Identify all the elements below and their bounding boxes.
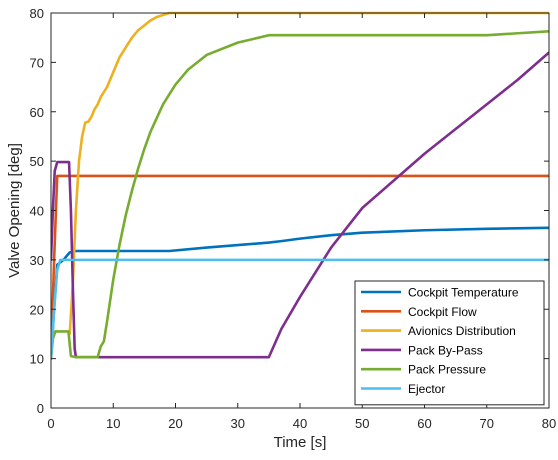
y-tick-label: 50 [30, 154, 44, 169]
x-tick-label: 50 [355, 416, 369, 431]
y-tick-label: 0 [37, 401, 44, 416]
x-tick-label: 40 [293, 416, 307, 431]
y-tick-label: 10 [30, 352, 44, 367]
legend-label: Pack Pressure [408, 363, 486, 377]
y-tick-label: 70 [30, 55, 44, 70]
x-tick-label: 10 [106, 416, 120, 431]
series-line-cockpit-flow [51, 174, 549, 360]
x-tick-label: 0 [47, 416, 54, 431]
legend-label: Avionics Distribution [408, 324, 516, 338]
x-tick-label: 80 [542, 416, 556, 431]
series-line-ejector [51, 258, 549, 360]
legend-label: Cockpit Temperature [408, 286, 519, 300]
legend-label: Pack By-Pass [408, 343, 483, 357]
x-tick-label: 60 [417, 416, 431, 431]
legend: Cockpit Temperature Cockpit Flow Avionics … [354, 280, 545, 406]
series-line-pack-by-pass [51, 51, 549, 359]
x-axis-label: Time [s] [274, 434, 327, 451]
y-tick-label: 40 [30, 204, 44, 219]
legend-label: Ejector [408, 382, 445, 396]
legend-label: Cockpit Flow [408, 305, 477, 319]
x-tick-label: 20 [168, 416, 182, 431]
y-tick-label: 60 [30, 105, 44, 120]
legend-box [354, 280, 545, 406]
y-tick-label: 20 [30, 302, 44, 317]
y-tick-label: 80 [30, 6, 44, 21]
y-axis-label: Valve Opening [deg] [6, 143, 23, 278]
y-tick-label: 30 [30, 253, 44, 268]
axes-layer: 0 10 20 30 40 50 60 70 80 0 10 20 30 40 50 60 70 80 [30, 6, 557, 431]
series-line-pack-pressure [51, 29, 549, 360]
x-tick-label: 30 [231, 416, 245, 431]
x-tick-label: 70 [480, 416, 494, 431]
